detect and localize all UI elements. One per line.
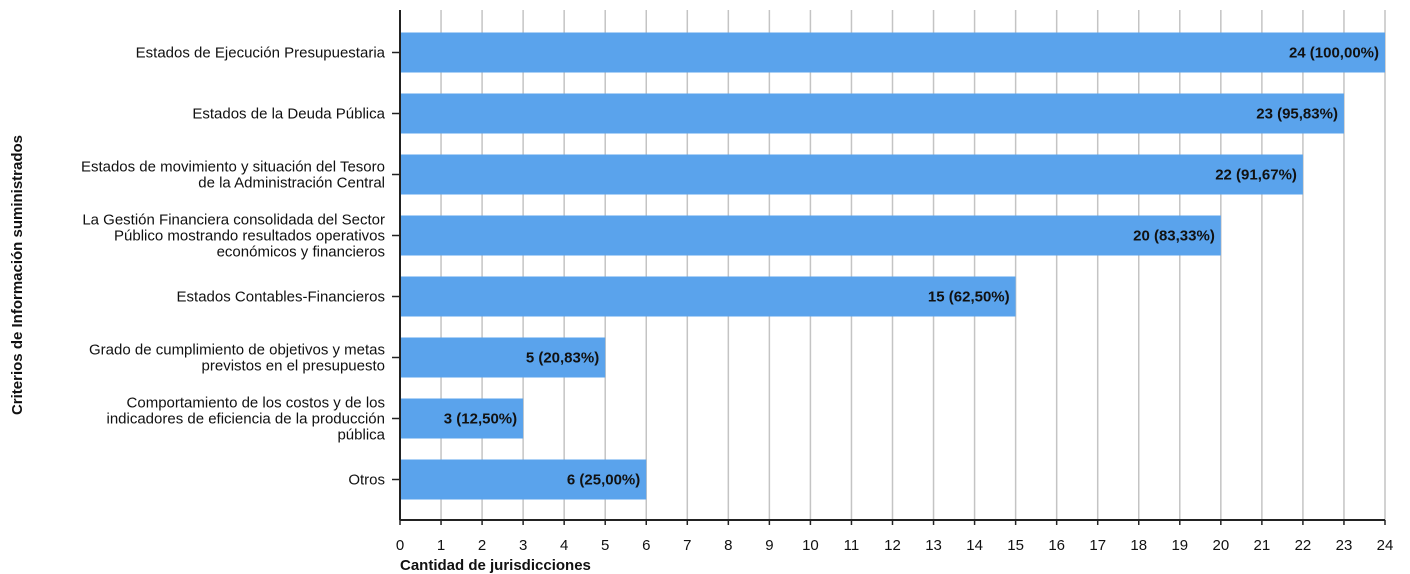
data-label: 5 (20,83%) bbox=[526, 350, 599, 367]
x-tick-label: 6 bbox=[642, 537, 650, 554]
data-label: 23 (95,83%) bbox=[1256, 106, 1338, 123]
bar bbox=[400, 93, 1344, 134]
x-tick-label: 5 bbox=[601, 537, 609, 554]
x-tick-label: 3 bbox=[519, 537, 527, 554]
category-label: Estados de la Deuda Pública bbox=[192, 106, 385, 123]
x-tick-label: 20 bbox=[1212, 537, 1229, 554]
x-tick-label: 11 bbox=[844, 537, 860, 554]
data-label: 6 (25,00%) bbox=[567, 472, 640, 489]
x-tick-label: 23 bbox=[1336, 537, 1353, 554]
bar bbox=[400, 276, 1016, 317]
x-tick-label: 9 bbox=[765, 537, 773, 554]
x-tick-label: 15 bbox=[1007, 537, 1024, 554]
x-tick-label: 22 bbox=[1295, 537, 1312, 554]
x-tick-label: 14 bbox=[966, 537, 983, 554]
data-label: 20 (83,33%) bbox=[1133, 228, 1215, 245]
bar bbox=[400, 459, 647, 500]
data-label: 15 (62,50%) bbox=[928, 289, 1010, 306]
category-label: La Gestión Financiera consolidada del Se… bbox=[82, 212, 385, 261]
labels: 0 1 2 3 4 5 6 7 8 9 10 11 12 13 14 15 16 17 18 19 20 21 22 23 24… bbox=[81, 45, 1393, 555]
bar bbox=[400, 337, 606, 378]
category-label: Estados de movimiento y situación del Te… bbox=[81, 159, 385, 192]
x-axis-title: Cantidad de jurisdicciones bbox=[400, 557, 591, 574]
bar bbox=[400, 398, 524, 439]
x-tick-label: 10 bbox=[802, 537, 819, 554]
category-label: Estados de Ejecución Presupuestaria bbox=[136, 45, 386, 62]
data-label: 22 (91,67%) bbox=[1215, 167, 1297, 184]
x-tick-label: 1 bbox=[437, 537, 445, 554]
x-tick-label: 19 bbox=[1171, 537, 1188, 554]
x-tick-label: 12 bbox=[884, 537, 901, 554]
x-tick-label: 4 bbox=[560, 537, 568, 554]
category-label: Otros bbox=[348, 472, 385, 489]
bar bbox=[400, 154, 1303, 195]
bar bbox=[400, 215, 1221, 256]
category-label: Comportamiento de los costos y de los ind… bbox=[106, 395, 385, 444]
x-tick-label: 13 bbox=[925, 537, 942, 554]
axes bbox=[392, 10, 1386, 525]
y-axis-title: Criterios de Información suministrados bbox=[9, 135, 26, 415]
bars bbox=[400, 32, 1385, 500]
x-tick-label: 0 bbox=[396, 537, 404, 554]
data-label: 3 (12,50%) bbox=[444, 411, 517, 428]
category-label: Estados Contables-Financieros bbox=[177, 289, 385, 306]
x-tick-label: 18 bbox=[1130, 537, 1147, 554]
bar bbox=[400, 32, 1385, 73]
x-tick-label: 24 bbox=[1377, 537, 1394, 554]
x-tick-label: 2 bbox=[478, 537, 486, 554]
grid-lines bbox=[440, 10, 1386, 520]
x-tick-label: 16 bbox=[1048, 537, 1065, 554]
x-tick-label: 17 bbox=[1089, 537, 1106, 554]
data-label: 24 (100,00%) bbox=[1289, 45, 1379, 62]
category-label: Grado de cumplimiento de objetivos y met… bbox=[89, 342, 385, 375]
x-tick-label: 21 bbox=[1254, 537, 1271, 554]
x-tick-label: 7 bbox=[683, 537, 691, 554]
x-tick-label: 8 bbox=[724, 537, 732, 554]
